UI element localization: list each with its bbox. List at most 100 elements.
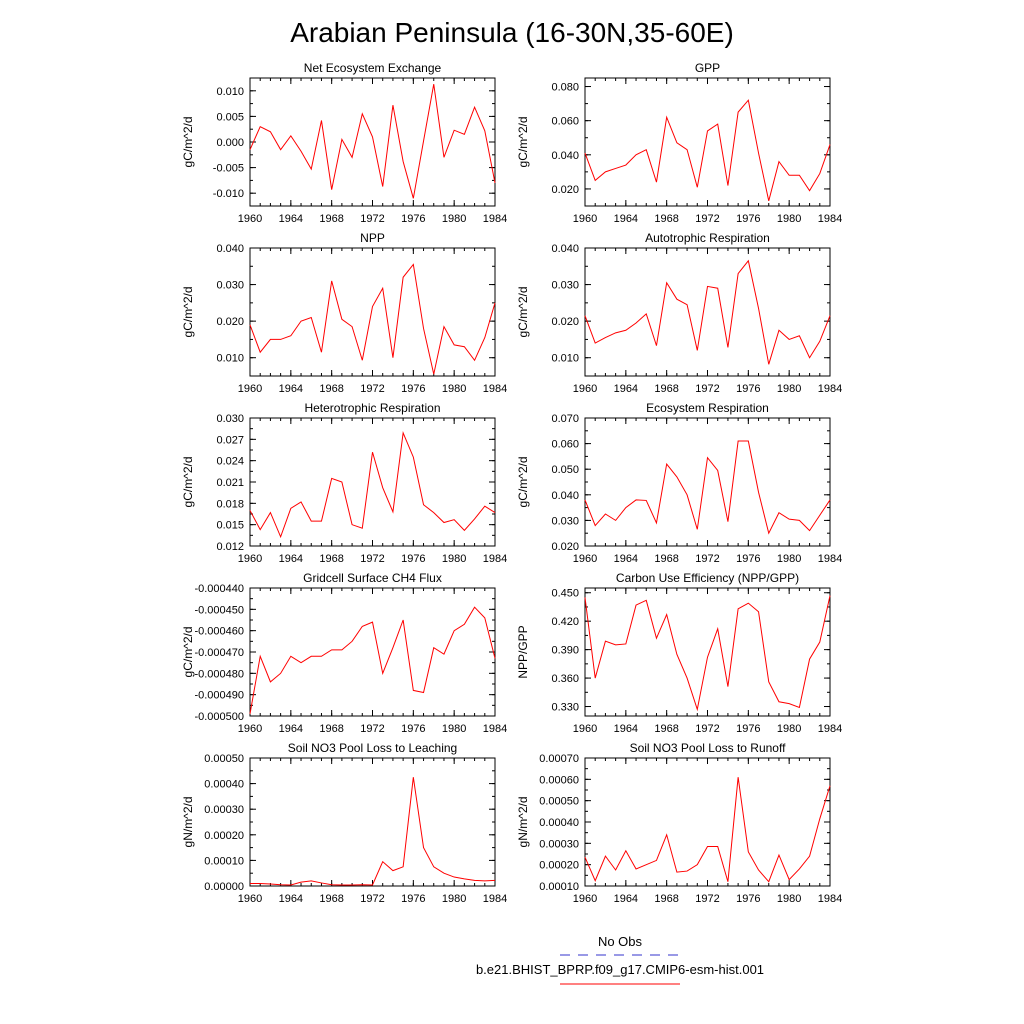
x-tick-label: 1972 bbox=[360, 893, 384, 905]
x-tick-label: 1984 bbox=[818, 383, 842, 395]
y-tick-label: 0.005 bbox=[216, 111, 244, 123]
y-tick-label: 0.00050 bbox=[204, 753, 244, 765]
y-axis-label: gC/m^2/d bbox=[181, 117, 195, 168]
y-tick-label: 0.018 bbox=[216, 498, 244, 510]
x-tick-label: 1984 bbox=[483, 383, 507, 395]
x-tick-label: 1980 bbox=[442, 553, 466, 565]
x-tick-label: 1984 bbox=[818, 553, 842, 565]
x-tick-label: 1968 bbox=[319, 893, 343, 905]
legend-label-no-obs: No Obs bbox=[598, 934, 643, 949]
chart-panel: Ecosystem Respiration gC/m^2/d 1960 1964 196… bbox=[516, 401, 842, 565]
x-tick-label: 1984 bbox=[483, 213, 507, 225]
chart-panel: NPP gC/m^2/d 1960 1964 1968 1972 1976 1980 1984 0… bbox=[181, 231, 507, 395]
y-tick-label: 0.00010 bbox=[539, 881, 579, 893]
x-tick-label: 1972 bbox=[360, 723, 384, 735]
y-tick-label: 0.040 bbox=[551, 243, 579, 255]
y-axis-label: gN/m^2/d bbox=[181, 797, 195, 848]
x-tick-label: 1976 bbox=[401, 213, 425, 225]
y-tick-label: -0.000480 bbox=[194, 668, 244, 680]
series-line bbox=[249, 431, 496, 539]
chart-panel: Net Ecosystem Exchange gC/m^2/d 1960 1964 19… bbox=[181, 61, 507, 225]
y-axis-label: gN/m^2/d bbox=[516, 797, 530, 848]
x-tick-label: 1960 bbox=[573, 723, 597, 735]
y-tick-label: 0.020 bbox=[551, 541, 579, 553]
y-tick-label: 0.012 bbox=[216, 541, 244, 553]
x-tick-label: 1964 bbox=[614, 383, 638, 395]
y-tick-label: 0.450 bbox=[551, 588, 579, 600]
y-tick-label: 0.00020 bbox=[204, 830, 244, 842]
panel-title: Soil NO3 Pool Loss to Leaching bbox=[288, 741, 457, 755]
x-tick-label: 1960 bbox=[238, 723, 262, 735]
y-tick-label: 0.027 bbox=[216, 434, 244, 446]
panel-title: Gridcell Surface CH4 Flux bbox=[303, 571, 442, 585]
y-tick-label: 0.020 bbox=[551, 316, 579, 328]
x-tick-label: 1960 bbox=[238, 383, 262, 395]
x-tick-label: 1964 bbox=[614, 553, 638, 565]
y-tick-label: 0.010 bbox=[216, 353, 244, 365]
y-tick-label: -0.005 bbox=[213, 163, 244, 175]
x-tick-label: 1980 bbox=[777, 893, 801, 905]
series-line bbox=[250, 777, 496, 886]
y-tick-label: 0.024 bbox=[216, 456, 244, 468]
x-tick-label: 1980 bbox=[442, 893, 466, 905]
x-tick-label: 1972 bbox=[360, 553, 384, 565]
y-tick-label: 0.330 bbox=[551, 702, 579, 714]
legend: No Obs b.e21.BHIST_BPRP.f09_g17.CMIP6-es… bbox=[476, 934, 764, 985]
series-line bbox=[584, 440, 831, 535]
y-tick-label: 0.00050 bbox=[539, 796, 579, 808]
y-axis-label: gC/m^2/d bbox=[516, 457, 530, 508]
y-tick-label: 0.015 bbox=[216, 520, 244, 532]
y-tick-label: -0.000440 bbox=[194, 583, 244, 595]
y-tick-label: 0.00030 bbox=[539, 838, 579, 850]
y-axis-label: gC/m^2/d bbox=[181, 287, 195, 338]
x-tick-label: 1968 bbox=[319, 553, 343, 565]
y-tick-label: 0.080 bbox=[551, 82, 579, 94]
series-line bbox=[584, 777, 831, 883]
x-tick-label: 1980 bbox=[777, 213, 801, 225]
y-tick-label: 0.00010 bbox=[204, 855, 244, 867]
x-tick-label: 1976 bbox=[401, 383, 425, 395]
y-tick-label: -0.000470 bbox=[194, 647, 244, 659]
y-tick-label: 0.00070 bbox=[539, 753, 579, 765]
x-tick-label: 1980 bbox=[442, 723, 466, 735]
panels: Net Ecosystem Exchange gC/m^2/d 1960 1964 19… bbox=[181, 61, 842, 905]
y-tick-label: -0.000490 bbox=[194, 690, 244, 702]
panel-title: Autotrophic Respiration bbox=[645, 231, 770, 245]
y-tick-label: 0.030 bbox=[551, 515, 579, 527]
x-tick-label: 1980 bbox=[442, 383, 466, 395]
x-tick-label: 1984 bbox=[818, 213, 842, 225]
x-tick-label: 1968 bbox=[654, 553, 678, 565]
x-tick-label: 1980 bbox=[777, 383, 801, 395]
x-tick-label: 1968 bbox=[319, 213, 343, 225]
x-tick-label: 1972 bbox=[695, 893, 719, 905]
x-tick-label: 1976 bbox=[736, 383, 760, 395]
x-tick-label: 1968 bbox=[654, 383, 678, 395]
y-tick-label: 0.020 bbox=[216, 316, 244, 328]
x-tick-label: 1972 bbox=[360, 213, 384, 225]
y-tick-label: 0.060 bbox=[551, 116, 579, 128]
x-tick-label: 1968 bbox=[319, 383, 343, 395]
y-tick-label: 0.040 bbox=[551, 150, 579, 162]
y-tick-label: -0.000500 bbox=[194, 711, 244, 723]
panel-title: Net Ecosystem Exchange bbox=[304, 61, 442, 75]
y-tick-label: -0.010 bbox=[213, 188, 244, 200]
x-tick-label: 1968 bbox=[654, 723, 678, 735]
y-tick-label: 0.030 bbox=[551, 280, 579, 292]
x-tick-label: 1984 bbox=[818, 723, 842, 735]
x-tick-label: 1964 bbox=[279, 893, 303, 905]
x-tick-label: 1964 bbox=[614, 723, 638, 735]
y-tick-label: 0.390 bbox=[551, 645, 579, 657]
y-tick-label: 0.000 bbox=[216, 137, 244, 149]
x-tick-label: 1964 bbox=[279, 553, 303, 565]
x-tick-label: 1960 bbox=[573, 893, 597, 905]
chart-panel: Heterotrophic Respiration gC/m^2/d 1960 196… bbox=[181, 401, 507, 565]
y-tick-label: 0.030 bbox=[216, 413, 244, 425]
x-tick-label: 1968 bbox=[654, 893, 678, 905]
x-tick-label: 1984 bbox=[483, 553, 507, 565]
series-line bbox=[584, 595, 831, 712]
x-tick-label: 1972 bbox=[695, 213, 719, 225]
x-tick-label: 1960 bbox=[573, 383, 597, 395]
y-tick-label: 0.040 bbox=[551, 490, 579, 502]
panel-title: GPP bbox=[695, 61, 720, 75]
y-tick-label: 0.00040 bbox=[539, 817, 579, 829]
